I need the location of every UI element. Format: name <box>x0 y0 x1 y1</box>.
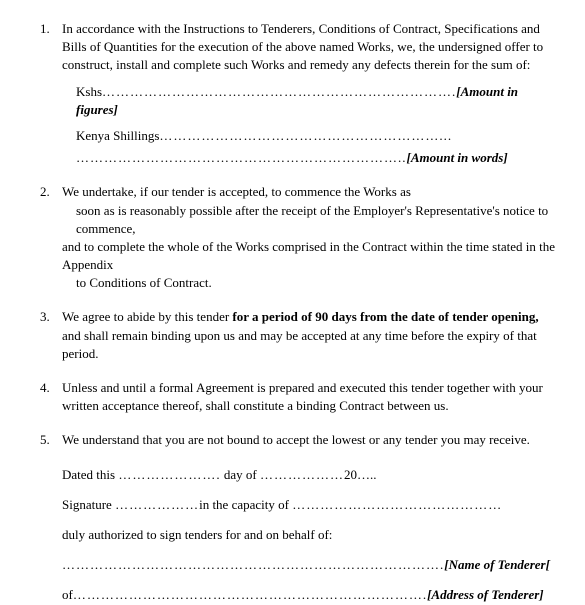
year: 20….. <box>344 467 377 482</box>
capacity-label: in the capacity of <box>199 497 292 512</box>
sig-dots1: ……………… <box>115 497 199 512</box>
item-3: We agree to abide by this tender for a p… <box>40 308 555 363</box>
item-2-line3: and to complete the whole of the Works c… <box>62 238 555 274</box>
item-3-pre: We agree to abide by this tender <box>62 309 232 324</box>
day-of: day of <box>221 467 260 482</box>
item-2-line4: to Conditions of Contract. <box>62 274 555 292</box>
signature-line: Signature ………………in the capacity of ……………… <box>62 496 555 514</box>
dated-dots2: ……………… <box>260 467 344 482</box>
item-1-para: In accordance with the Instructions to T… <box>62 20 555 75</box>
kenya-label: Kenya Shillings <box>76 128 159 143</box>
kenya-dots: ……………………………………………………... <box>159 128 452 143</box>
of-label: of <box>62 587 73 602</box>
signature-label: Signature <box>62 497 115 512</box>
item-1: In accordance with the Instructions to T… <box>40 20 555 167</box>
sig-dots2: ……………………………………… <box>292 497 502 512</box>
kshs-dots: …………………………………………………………………. <box>102 84 456 99</box>
blank-dots: …………………………………………………………….. <box>76 150 407 165</box>
signature-block: Dated this …………………. day of ………………20….. S… <box>40 466 555 605</box>
address-of-tenderer-label: [Address of Tenderer] <box>427 587 544 602</box>
amount-words-label: [Amount in words] <box>407 150 508 165</box>
item-2-line2: soon as is reasonably possible after the… <box>62 202 555 238</box>
item-2-line1: We undertake, if our tender is accepted,… <box>62 183 555 201</box>
kenya-line: Kenya Shillings……………………………………………………... <box>62 127 555 145</box>
item-2: We undertake, if our tender is accepted,… <box>40 183 555 292</box>
item-5-text: We understand that you are not bound to … <box>62 432 530 447</box>
dated-line: Dated this …………………. day of ………………20….. <box>62 466 555 484</box>
address-of-tenderer-line: of………………………………………………………………….[Address of … <box>62 586 555 604</box>
dated-dots1: …………………. <box>118 467 220 482</box>
kshs-line: Kshs………………………………………………………………….[Amount in… <box>62 83 555 119</box>
addr-dots: …………………………………………………………………. <box>73 587 427 602</box>
item-3-bold: for a period of 90 days from the date of… <box>232 309 538 324</box>
kshs-label: Kshs <box>76 84 102 99</box>
item-3-post: and shall remain binding upon us and may… <box>62 328 537 361</box>
auth-line: duly authorized to sign tenders for and … <box>62 526 555 544</box>
item-4: Unless and until a formal Agreement is p… <box>40 379 555 415</box>
name-dots: ………………………………………………………………………. <box>62 557 444 572</box>
dated-pre: Dated this <box>62 467 118 482</box>
item-4-text: Unless and until a formal Agreement is p… <box>62 380 543 413</box>
item-5: We understand that you are not bound to … <box>40 431 555 449</box>
tender-list: In accordance with the Instructions to T… <box>40 20 555 450</box>
name-of-tenderer-line: ……………………………………………………………………….[Name of Ten… <box>62 556 555 574</box>
name-of-tenderer-label: [Name of Tenderer[ <box>444 557 550 572</box>
blank-line: ……………………………………………………………..[Amount in word… <box>62 149 555 167</box>
